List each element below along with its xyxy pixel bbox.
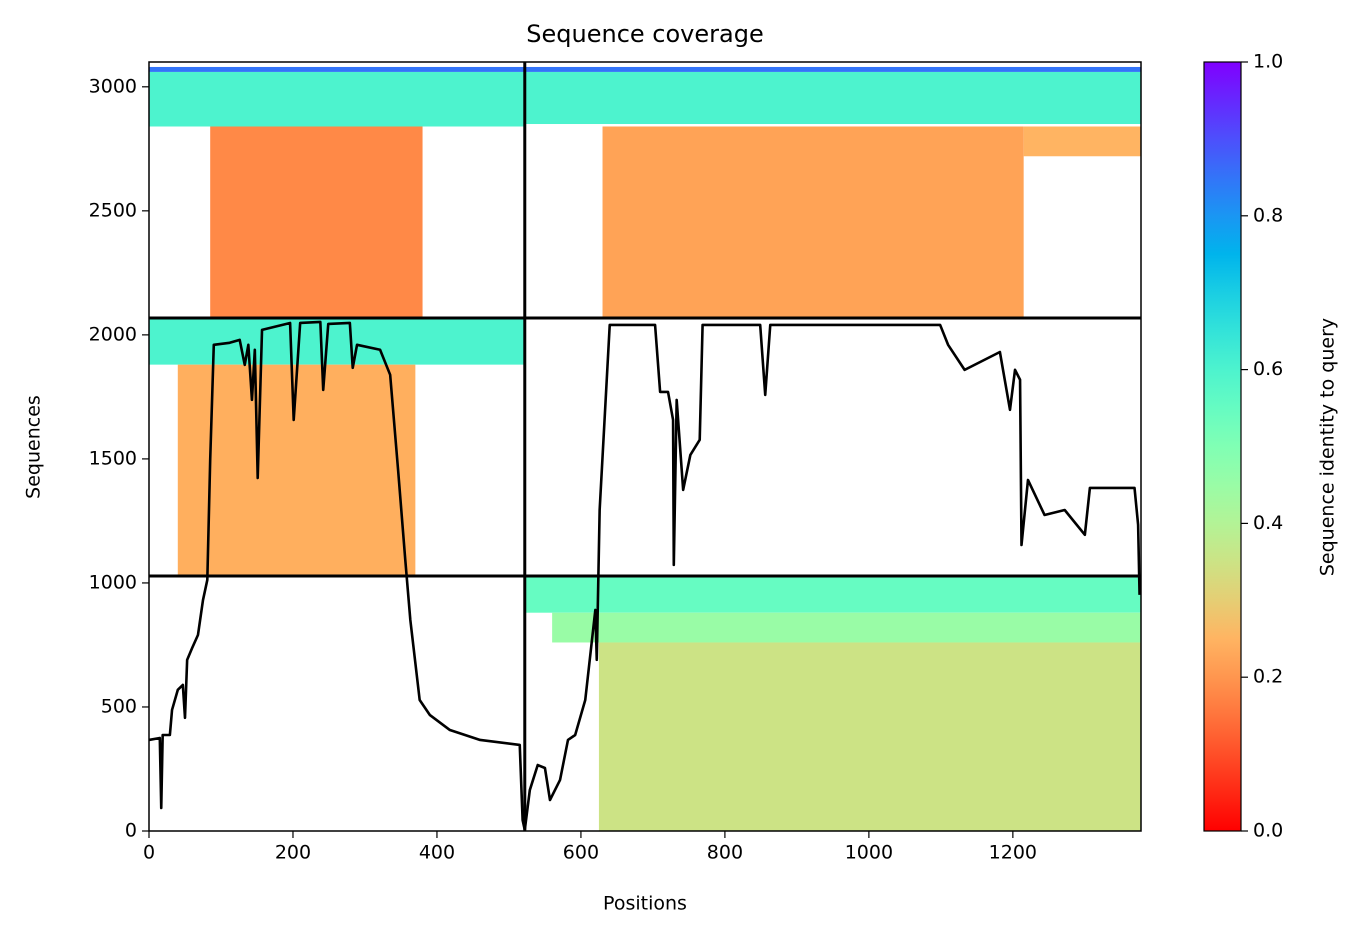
y-tick-label: 1500: [89, 447, 137, 469]
x-tick-label: 1000: [845, 842, 893, 864]
coverage-block: [177, 364, 416, 576]
colorbar-tick-label: 0.0: [1253, 820, 1283, 842]
coverage-block: [149, 66, 1141, 72]
y-tick-label: 500: [101, 695, 137, 717]
y-tick-label: 1000: [89, 571, 137, 593]
x-tick-label: 400: [419, 842, 455, 864]
colorbar-tick-label: 0.2: [1253, 666, 1283, 688]
y-tick-label: 3000: [89, 75, 137, 97]
colorbar-tick-label: 0.6: [1253, 358, 1283, 380]
coverage-block: [1023, 126, 1141, 157]
colorbar-label: Sequence identity to query: [1317, 318, 1339, 576]
axes-frame: [148, 61, 1142, 832]
coverage-block: [149, 318, 525, 365]
y-tick-label: 2000: [89, 323, 137, 345]
colorbar-tick-label: 0.4: [1253, 512, 1283, 534]
x-tick-label: 0: [143, 842, 155, 864]
colorbar-tick-label: 0.8: [1253, 204, 1283, 226]
coverage-block: [598, 642, 1141, 831]
y-tick-label: 2500: [89, 199, 137, 221]
x-tick-label: 200: [275, 842, 311, 864]
coverage-block: [210, 126, 423, 319]
coverage-block: [552, 612, 1141, 643]
plot-area: [148, 62, 1141, 832]
colorbar: [1203, 61, 1242, 832]
colorbar-tick-label: 1.0: [1253, 51, 1283, 73]
coverage-line: [148, 320, 1141, 832]
coverage-block: [524, 575, 1141, 613]
coverage-block: [602, 126, 1024, 319]
x-tick-label: 1200: [989, 842, 1037, 864]
x-tick-label: 600: [563, 842, 599, 864]
chart-title: Sequence coverage: [526, 20, 763, 48]
x-tick-label: 800: [707, 842, 743, 864]
y-axis-label: Sequences: [23, 395, 45, 499]
coverage-block: [524, 71, 1141, 125]
coverage-block: [149, 71, 525, 127]
y-tick-label: 0: [125, 820, 137, 842]
x-axis-label: Positions: [603, 893, 687, 915]
